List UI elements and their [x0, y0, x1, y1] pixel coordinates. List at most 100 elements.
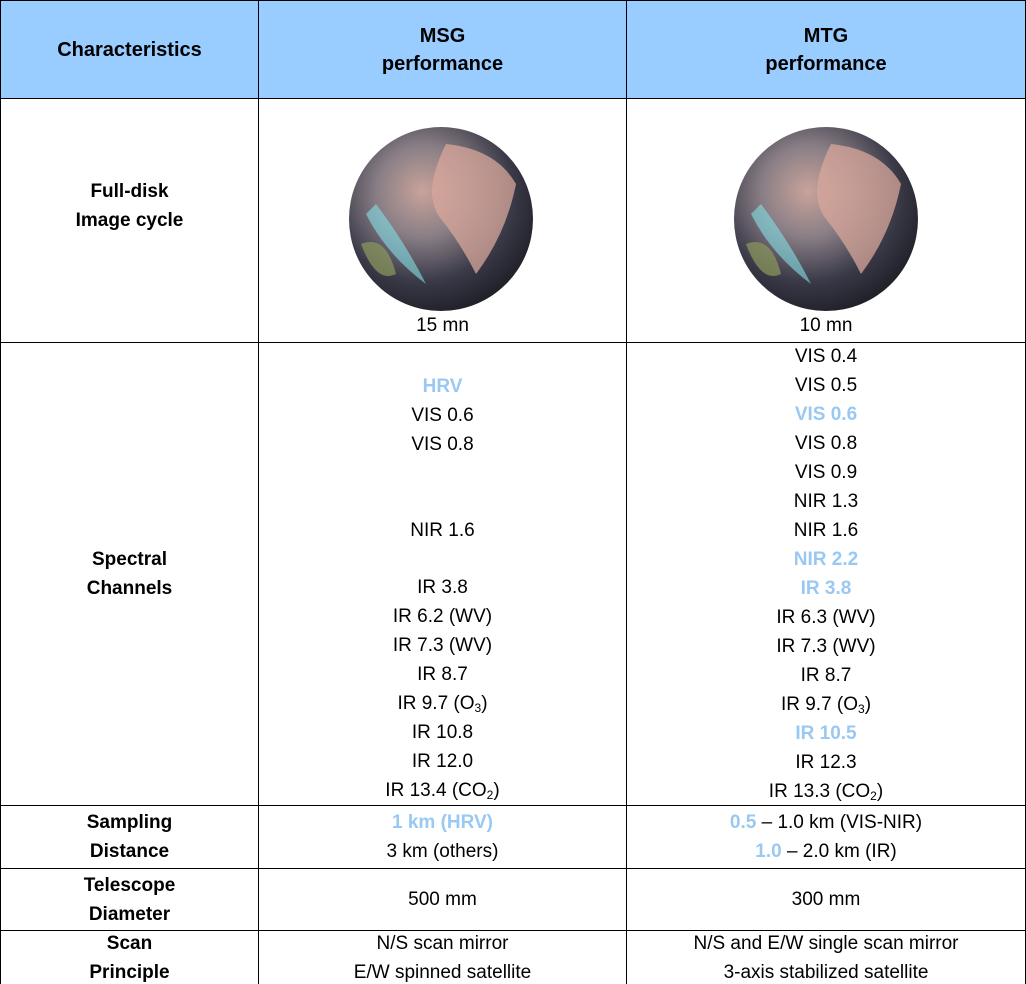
cell-line: 3-axis stabilized satellite — [724, 958, 929, 984]
header-text: Characteristics — [57, 38, 202, 61]
cell-text: VIS 0.9 — [794, 462, 858, 483]
cell-text: IR 9.7 (O — [397, 693, 475, 714]
cell-line: IR 3.8 — [417, 573, 468, 602]
cell-text: 1 km (HRV) — [391, 812, 493, 833]
label-text: Full-disk — [90, 180, 169, 202]
cell-line: IR 3.8 — [801, 574, 852, 603]
label-text: Spectral — [92, 549, 167, 570]
row-label: Telescope Diameter — [0, 868, 259, 931]
cell-line: IR 13.4 (CO2) — [385, 776, 499, 805]
cell-text: IR 9.7 (O — [780, 694, 859, 715]
cell-text: 2 — [486, 788, 494, 802]
header-text: MSG — [419, 24, 466, 47]
cell-text: 500 mm — [408, 889, 477, 910]
cell-line: IR 9.7 (O3) — [397, 689, 487, 718]
cell-line: E/W spinned satellite — [354, 958, 531, 984]
cell-text: 1.0 — [755, 841, 782, 862]
cell-line: IR 7.3 (WV) — [776, 632, 875, 661]
cell-line: 1 km (HRV) — [392, 808, 493, 837]
cell-text: VIS 0.6 — [794, 404, 858, 425]
cell-text: VIS 0.4 — [794, 346, 858, 367]
cell-line: IR 13.3 (CO2) — [769, 777, 883, 806]
cell-text: ) — [876, 781, 884, 802]
cell-text: 15 mn — [416, 315, 469, 336]
cell-text: 3 — [474, 701, 482, 715]
label-text: Scan — [106, 932, 153, 954]
label-text: Principle — [89, 961, 170, 983]
cell-text: 300 mm — [791, 889, 861, 910]
cell-text: IR 12.3 — [795, 752, 857, 773]
cell-line: IR 7.3 (WV) — [393, 631, 492, 660]
cell-text: IR 12.0 — [411, 751, 474, 772]
cell-line: 0.5 – 1.0 km (VIS-NIR) — [730, 808, 922, 837]
cell-text: IR 3.8 — [417, 577, 468, 598]
cell-text: N/S and E/W single scan mirror — [693, 932, 959, 954]
cell-text: IR 13.3 (CO — [768, 781, 871, 802]
cell-line: IR 8.7 — [417, 660, 468, 689]
cell-text: 2 — [870, 789, 877, 803]
earth-image — [349, 127, 533, 311]
cell-text: IR 3.8 — [800, 578, 852, 599]
cell-line: IR 10.8 — [412, 718, 473, 747]
cell-line: VIS 0.8 — [411, 430, 473, 459]
cell-line: NIR 1.6 — [410, 516, 474, 545]
cell-line: VIS 0.8 — [795, 429, 857, 458]
label-text: Channels — [86, 578, 173, 599]
header-text: performance — [381, 52, 504, 75]
cell-text: VIS 0.8 — [411, 433, 474, 455]
cell-text: IR 13.4 (CO — [385, 780, 487, 801]
cell-text: VIS 0.5 — [794, 375, 858, 396]
earth-image — [734, 127, 918, 311]
cell-line: N/S and E/W single scan mirror — [693, 929, 958, 958]
cell-line: 1.0 – 2.0 km (IR) — [755, 837, 897, 866]
label-text: Telescope — [83, 874, 176, 896]
cell-line: HRV — [423, 372, 463, 401]
cell-text: ) — [481, 693, 488, 714]
cell-line: IR 10.5 — [795, 719, 856, 748]
row-label: Full-disk Image cycle — [0, 98, 259, 343]
cell-line: IR 8.7 — [801, 661, 852, 690]
cell-line: VIS 0.6 — [795, 400, 857, 429]
row-label: Scan Principle — [0, 930, 259, 984]
cell-text: NIR 1.6 — [793, 520, 859, 541]
cell-text: 0.5 — [729, 812, 757, 833]
cell-text: E/W spinned satellite — [353, 961, 532, 983]
msg-cell: HRV VIS 0.6 VIS 0.8 NIR 1.6 IR 3.8 IR 6.2 (WV… — [258, 342, 627, 806]
cell-text: VIS 0.6 — [411, 404, 474, 426]
cell-line: IR 12.0 — [412, 747, 473, 776]
cell-line: VIS 0.6 — [411, 401, 473, 430]
cell-text: IR 8.7 — [417, 664, 468, 685]
cell-line: 15 mn — [416, 311, 469, 340]
cell-text: 3-axis stabilized satellite — [723, 961, 929, 983]
cell-text: NIR 2.2 — [793, 549, 859, 570]
cell-text: IR 6.3 (WV) — [776, 607, 876, 628]
cell-text: HRV — [422, 375, 463, 397]
cell-line: 3 km (others) — [387, 837, 499, 866]
msg-cell: 1 km (HRV) 3 km (others) — [258, 805, 627, 869]
cell-text: IR 8.7 — [800, 665, 852, 686]
mtg-cell: VIS 0.4 VIS 0.5 VIS 0.6 VIS 0.8 VIS 0.9 NIR 1… — [626, 342, 1026, 806]
msg-cell: N/S scan mirror E/W spinned satellite — [258, 930, 627, 984]
cell-line: VIS 0.5 — [795, 371, 857, 400]
row-label: Sampling Distance — [0, 805, 259, 869]
cell-line: 500 mm — [408, 885, 477, 914]
cell-text: 3 km (others) — [386, 841, 499, 862]
cell-line: NIR 1.3 — [794, 487, 858, 516]
cell-text: IR 10.5 — [795, 723, 857, 744]
cell-text: IR 6.2 (WV) — [392, 606, 493, 627]
mtg-cell: 300 mm — [626, 868, 1026, 931]
cell-text: 3 — [858, 702, 865, 716]
cell-text: VIS 0.8 — [794, 433, 858, 454]
cell-text: N/S scan mirror — [376, 932, 509, 954]
header-text: performance — [765, 52, 887, 75]
row-label: Spectral Channels — [0, 342, 259, 806]
cell-line: 300 mm — [792, 885, 861, 914]
cell-line: VIS 0.4 — [795, 342, 857, 371]
cell-text: – 2.0 km (IR) — [781, 841, 897, 862]
mtg-cell: 0.5 – 1.0 km (VIS-NIR) 1.0 – 2.0 km (IR) — [626, 805, 1026, 869]
cell-line: NIR 1.6 — [794, 516, 858, 545]
header-cell: Characteristics — [0, 0, 259, 99]
cell-text: – 1.0 km (VIS-NIR) — [756, 812, 923, 833]
cell-line: VIS 0.9 — [795, 458, 857, 487]
